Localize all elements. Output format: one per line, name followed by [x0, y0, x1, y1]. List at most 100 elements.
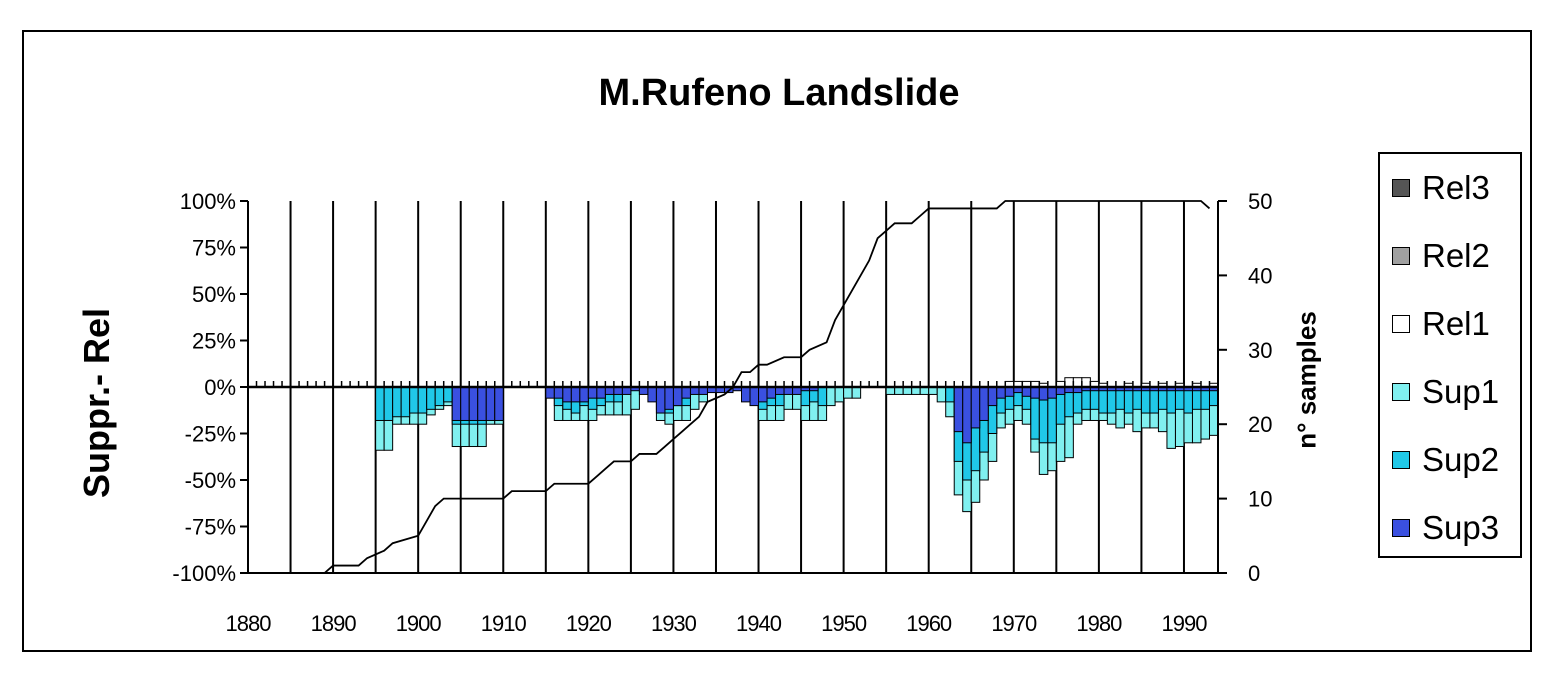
legend-item-sup1: Sup1 — [1392, 372, 1499, 412]
x-tick-label: 1930 — [651, 611, 697, 636]
bar-sup3 — [587, 386, 598, 399]
bar-sup1 — [851, 386, 862, 399]
bar-sup3 — [741, 386, 751, 403]
legend-swatch — [1392, 451, 1410, 469]
legend-item-rel3: Rel3 — [1392, 168, 1490, 208]
y-tick-label-left: 75% — [192, 236, 236, 261]
bar-sup1 — [826, 386, 836, 407]
legend-swatch — [1392, 383, 1410, 401]
legend-label: Sup1 — [1422, 373, 1500, 410]
chart-frame: M.Rufeno Landslide — [22, 30, 1532, 652]
legend-label: Rel3 — [1422, 169, 1490, 206]
bar-sup1 — [834, 386, 845, 403]
legend-item-rel2: Rel2 — [1392, 236, 1490, 276]
bar-sup3 — [970, 386, 981, 429]
bar-sup3 — [979, 386, 989, 421]
bar-sup3 — [596, 386, 606, 399]
x-tick-label: 1990 — [1161, 611, 1207, 636]
bar-sup3 — [672, 386, 683, 407]
y-tick-label-right: 40 — [1248, 263, 1272, 288]
bar-sup3 — [987, 386, 998, 407]
bar-sup3 — [1038, 386, 1049, 401]
bar-rel1 — [1081, 377, 1091, 388]
bar-sup2 — [945, 386, 955, 403]
y-tick-label-left: -50% — [185, 468, 236, 493]
y-tick-label-left: -25% — [185, 422, 236, 447]
bar-sup3 — [451, 386, 462, 421]
legend-swatch — [1392, 315, 1410, 333]
x-tick-label: 1880 — [226, 611, 272, 636]
bar-sup3 — [655, 386, 666, 414]
bar-rel1 — [1064, 377, 1074, 388]
bar-sup2 — [383, 386, 394, 421]
y-tick-label-right: 20 — [1248, 412, 1272, 437]
y-tick-label-left: 50% — [192, 282, 236, 307]
y-tick-label-right: 50 — [1248, 189, 1272, 214]
legend-label: Sup2 — [1422, 441, 1500, 478]
bar-sup3 — [579, 386, 589, 403]
x-tick-label: 1950 — [821, 611, 867, 636]
bar-sup2 — [375, 386, 385, 421]
y-tick-label-right: 0 — [1248, 561, 1260, 586]
chart-title: M.Rufeno Landslide — [598, 72, 960, 114]
bar-rel1 — [1072, 377, 1083, 388]
bar-sup3 — [477, 386, 487, 421]
y-tick-label-right: 30 — [1248, 338, 1272, 363]
legend-label: Rel1 — [1422, 305, 1490, 342]
bar-sup3 — [953, 386, 964, 433]
bar-sup3 — [460, 386, 470, 421]
legend-item-sup3: Sup3 — [1392, 508, 1499, 548]
bar-sup2 — [817, 386, 828, 407]
bar-sup3 — [962, 386, 972, 444]
bar-sup3 — [485, 386, 496, 421]
legend-swatch — [1392, 179, 1410, 197]
x-tick-label: 1890 — [311, 611, 357, 636]
legend-swatch — [1392, 247, 1410, 265]
y-tick-label-left: -100% — [172, 561, 236, 586]
bar-sup1 — [936, 386, 947, 403]
x-tick-label: 1900 — [396, 611, 442, 636]
bar-sup3 — [1004, 386, 1015, 397]
legend-label: Sup3 — [1422, 509, 1500, 546]
legend-swatch — [1392, 519, 1410, 537]
samples-line — [248, 200, 1211, 574]
x-tick-label: 1920 — [566, 611, 612, 636]
bar-sup3 — [681, 386, 691, 399]
legend: Rel3 Rel2 Rel1 Sup1 Sup2 Sup3 — [1378, 152, 1522, 558]
x-tick-label: 1970 — [991, 611, 1037, 636]
bar-sup2 — [443, 386, 453, 403]
bar-sup3 — [1030, 386, 1040, 399]
x-tick-label: 1910 — [481, 611, 527, 636]
x-tick-label: 1960 — [906, 611, 952, 636]
bar-sup2 — [409, 386, 419, 414]
y-tick-label-left: 25% — [192, 329, 236, 354]
bar-sup3 — [1021, 386, 1032, 397]
y-tick-label-left: -75% — [185, 515, 236, 540]
bar-sup2 — [400, 386, 411, 418]
y-tick-label-left: 100% — [180, 189, 236, 214]
bar-sup3 — [562, 386, 572, 403]
legend-item-rel1: Rel1 — [1392, 304, 1490, 344]
bar-sup2 — [417, 386, 428, 414]
y-tick-label-right: 10 — [1248, 487, 1272, 512]
bar-sup3 — [664, 386, 674, 410]
bar-sup3 — [996, 386, 1006, 399]
bar-sup3 — [749, 386, 760, 407]
bar-sup3 — [553, 386, 564, 399]
bar-sup2 — [426, 386, 436, 410]
y-tick-label-left: 0% — [204, 375, 236, 400]
bar-sup3 — [494, 386, 504, 421]
bar-sup2 — [434, 386, 445, 407]
legend-item-sup2: Sup2 — [1392, 440, 1499, 480]
bar-sup3 — [647, 386, 657, 403]
bar-sup3 — [468, 386, 479, 421]
bar-sup3 — [1047, 386, 1057, 399]
bar-sup3 — [766, 386, 777, 399]
x-tick-label: 1940 — [736, 611, 782, 636]
x-tick-label: 1980 — [1076, 611, 1122, 636]
bar-sup3 — [545, 386, 555, 399]
bar-sup1 — [843, 386, 853, 399]
bar-sup3 — [758, 386, 768, 403]
bar-sup3 — [570, 386, 581, 403]
